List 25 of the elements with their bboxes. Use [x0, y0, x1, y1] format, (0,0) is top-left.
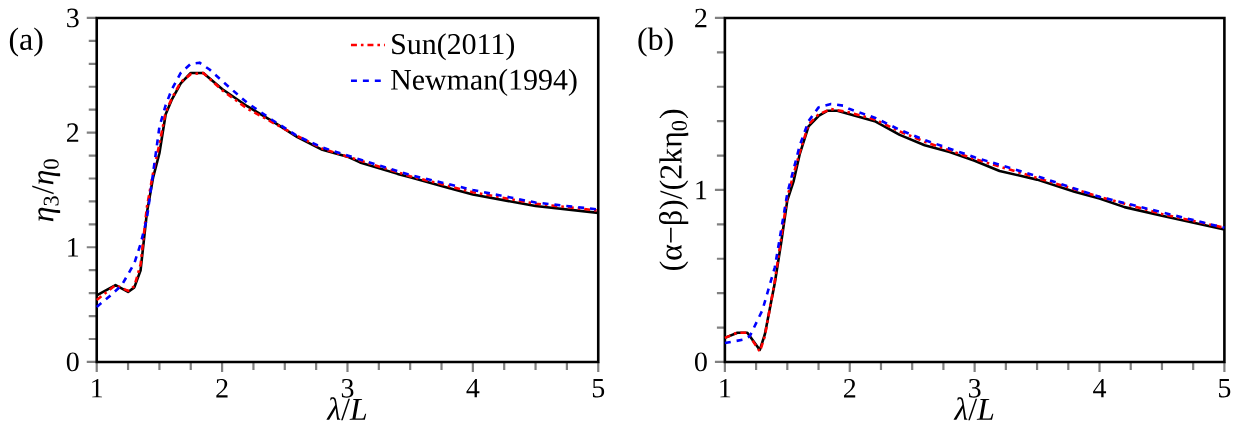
text: (a)	[9, 27, 43, 57]
x-tick-label: 1	[92, 379, 103, 398]
y-tick-label: 1	[696, 180, 707, 200]
x-tick-label: 2	[843, 379, 856, 398]
legend-label: Sun(2011)	[392, 33, 515, 61]
x-tick-label: 3	[969, 379, 981, 398]
x-axis-title: λ/L	[953, 397, 994, 421]
x-tick-label: 3	[341, 379, 354, 398]
text: (b)	[638, 27, 673, 57]
legend-label: Newman(1994)	[391, 68, 577, 97]
y-tick-label: 1	[68, 238, 79, 257]
y-tick-label: 0	[694, 352, 707, 372]
y-axis-title: (α−β)/(2kη$_{0}$)	[659, 109, 689, 271]
x-tick-label: 4	[466, 379, 480, 398]
x-tick-label: 5	[592, 379, 605, 398]
y-tick-label: 3	[67, 8, 79, 28]
y-axis-title: η$_{3}$/η$_{0}$	[32, 159, 61, 222]
x-tick-label: 4	[1093, 379, 1107, 398]
x-axis-title: λ/L	[326, 397, 367, 421]
x-tick-label: 5	[1219, 379, 1231, 398]
x-tick-label: 2	[216, 379, 228, 398]
y-tick-label: 2	[695, 8, 707, 28]
y-tick-label: 2	[66, 123, 79, 142]
y-tick-label: 0	[66, 352, 79, 372]
x-tick-label: 1	[720, 379, 731, 398]
